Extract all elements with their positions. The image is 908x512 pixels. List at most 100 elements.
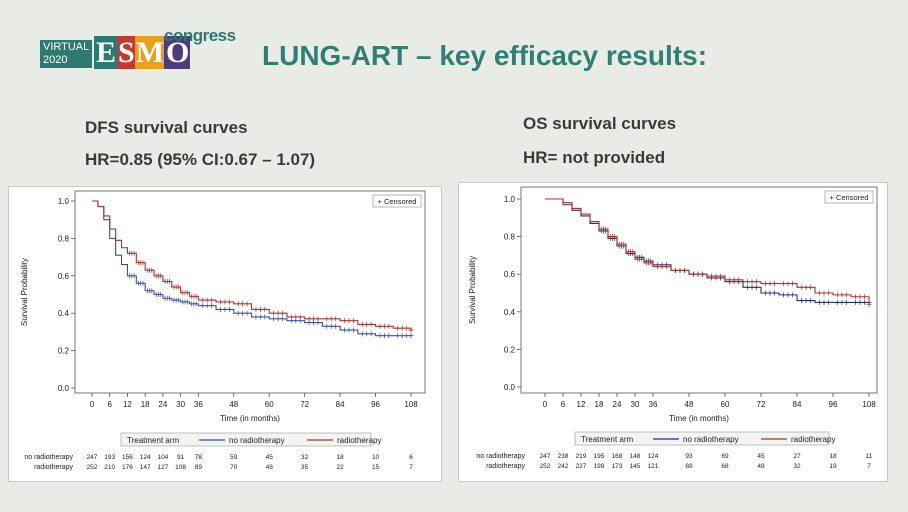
at-risk-count: 195 xyxy=(594,453,605,460)
y-tick-label: 1.0 xyxy=(58,197,70,206)
at-risk-count: 219 xyxy=(576,453,587,460)
at-risk-count: 193 xyxy=(104,454,115,461)
at-risk-count: 32 xyxy=(793,463,801,470)
x-tick-label: 0 xyxy=(543,400,548,409)
censored-legend: + Censored xyxy=(372,194,422,208)
esmo-logo: VIRTUAL 2020 E SM O congress xyxy=(40,26,236,72)
at-risk-count: 247 xyxy=(540,453,551,460)
x-tick-label: 24 xyxy=(158,400,167,409)
at-risk-count: 70 xyxy=(230,464,238,471)
y-tick-label: 0.4 xyxy=(58,309,70,318)
y-tick-label: 0.2 xyxy=(58,347,70,356)
x-tick-label: 36 xyxy=(194,400,203,409)
plot-frame xyxy=(74,190,426,394)
at-risk-count: 32 xyxy=(301,454,309,461)
y-tick-label: 0.8 xyxy=(58,234,70,243)
dfs-hazard-ratio: HR=0.85 (95% CI:0.67 – 1.07) xyxy=(85,150,316,169)
censored-legend-label: + Censored xyxy=(378,197,417,206)
y-tick-label: 0.8 xyxy=(504,233,516,242)
logo-esmo-letter: O xyxy=(164,36,191,69)
censored-legend-box xyxy=(824,190,874,204)
logo-esmo-letter: E xyxy=(94,36,118,69)
at-risk-count: 35 xyxy=(301,464,309,471)
at-risk-count: 252 xyxy=(540,463,551,470)
x-tick-label: 96 xyxy=(371,400,380,409)
at-risk-count: 210 xyxy=(104,464,115,471)
at-risk-count: 88 xyxy=(685,463,693,470)
at-risk-count: 121 xyxy=(648,463,659,470)
x-axis-label: Time (in months) xyxy=(220,414,280,423)
x-tick-label: 18 xyxy=(141,400,150,409)
dfs-kaplan-meier-chart: 0.0 0.2 0.4 0.6 0.8 1.0 0 6 12 18 24 30 36 48 60 72 84 96… xyxy=(20,190,426,471)
x-tick-label: 36 xyxy=(649,400,658,409)
at-risk-count: 18 xyxy=(829,453,837,460)
at-risk-row-label: radiotherapy xyxy=(34,464,73,471)
at-risk-count: 242 xyxy=(558,463,569,470)
at-risk-count: 45 xyxy=(266,454,274,461)
at-risk-count: 18 xyxy=(336,454,344,461)
y-tick-label: 1.0 xyxy=(504,195,516,204)
at-risk-count: 104 xyxy=(157,454,168,461)
at-risk-count: 69 xyxy=(721,453,729,460)
x-tick-label: 6 xyxy=(561,400,566,409)
at-risk-count: 48 xyxy=(266,464,274,471)
at-risk-count: 247 xyxy=(87,454,98,461)
km-curve-radiotherapy xyxy=(545,198,870,305)
y-axis-label: Survival Probability xyxy=(468,256,477,324)
at-risk-count: 168 xyxy=(612,453,623,460)
logo-virtual-badge: VIRTUAL 2020 xyxy=(40,40,92,68)
plot-frame xyxy=(520,186,878,394)
os-heading: OS survival curves xyxy=(523,114,677,133)
x-tick-label: 48 xyxy=(229,400,238,409)
x-tick-label: 24 xyxy=(613,400,622,409)
at-risk-count: 10 xyxy=(372,454,380,461)
treatment-arm-legend: Treatment arm no radiotherapy radiotherapy xyxy=(120,432,381,447)
at-risk-row-label: radiotherapy xyxy=(486,463,525,470)
legend-entry-label: radiotherapy xyxy=(791,435,835,444)
x-tick-label: 60 xyxy=(265,400,274,409)
dfs-heading: DFS survival curves xyxy=(85,118,248,137)
y-tick-label: 0.6 xyxy=(58,272,70,281)
x-tick-label: 30 xyxy=(631,400,640,409)
at-risk-count: 227 xyxy=(576,463,587,470)
censored-legend-label: + Censored xyxy=(830,193,869,202)
at-risk-row-label: no radiotherapy xyxy=(24,454,73,461)
at-risk-count: 145 xyxy=(630,463,641,470)
x-tick-label: 0 xyxy=(90,400,95,409)
logo-esmo-letter: M xyxy=(134,36,164,69)
at-risk-count: 45 xyxy=(757,453,765,460)
x-tick-label: 48 xyxy=(685,400,694,409)
at-risk-row-label: no radiotherapy xyxy=(476,453,525,460)
km-curve-no-radiotherapy xyxy=(545,198,869,303)
legend-title: Treatment arm xyxy=(127,436,179,445)
y-tick-label: 0.0 xyxy=(58,384,70,393)
at-risk-count: 7 xyxy=(409,464,413,471)
at-risk-count: 93 xyxy=(685,453,693,460)
legend-entry-label: radiotherapy xyxy=(337,436,381,445)
legend-entry-label: no radiotherapy xyxy=(229,436,285,445)
at-risk-count: 252 xyxy=(87,464,98,471)
at-risk-count: 148 xyxy=(630,453,641,460)
logo-esmo-wordmark: E SM O xyxy=(94,36,191,69)
logo-congress-text: congress xyxy=(164,26,236,45)
at-risk-count: 147 xyxy=(140,464,151,471)
x-tick-label: 108 xyxy=(862,400,876,409)
x-tick-label: 84 xyxy=(793,400,802,409)
os-chart-panel: 0.0 0.2 0.4 0.6 0.8 1.0 0 6 12 18 24 30 36 48 60 72 84 96… xyxy=(458,182,888,482)
os-kaplan-meier-chart: 0.0 0.2 0.4 0.6 0.8 1.0 0 6 12 18 24 30 36 48 60 72 84 96… xyxy=(468,186,878,470)
km-curve-no-radiotherapy xyxy=(92,200,411,337)
at-risk-count: 127 xyxy=(157,464,168,471)
logo-year-text: 2020 xyxy=(43,54,68,66)
at-risk-count: 68 xyxy=(721,463,729,470)
at-risk-count: 78 xyxy=(195,454,203,461)
y-tick-label: 0.0 xyxy=(504,383,516,392)
logo-esmo-letter: S xyxy=(117,36,135,69)
at-risk-count: 6 xyxy=(409,454,413,461)
at-risk-count: 49 xyxy=(757,463,765,470)
km-curve-radiotherapy xyxy=(92,200,412,331)
legend-box xyxy=(574,431,830,446)
x-tick-label: 72 xyxy=(757,400,766,409)
x-axis-label: Time (in months) xyxy=(669,414,729,423)
at-risk-count: 15 xyxy=(372,464,380,471)
logo-virtual-text: VIRTUAL xyxy=(43,41,90,53)
